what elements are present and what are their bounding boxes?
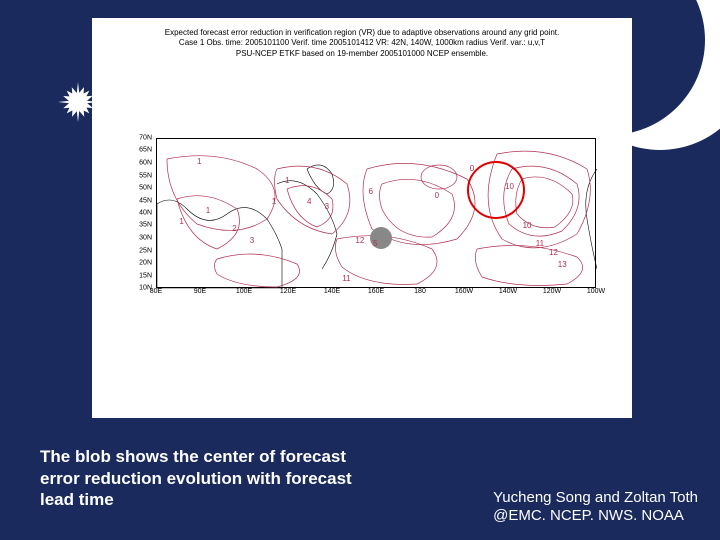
contour-value: 10 xyxy=(523,221,532,230)
x-tick: 100W xyxy=(587,288,605,320)
chart-title-line2: Case 1 Obs. time: 2005101100 Verif. time… xyxy=(92,38,632,48)
contour-value: 3 xyxy=(250,236,254,245)
chart-title-line3: PSU-NCEP ETKF based on 19-member 2005101… xyxy=(92,49,632,59)
chart-panel: Expected forecast error reduction in ver… xyxy=(92,18,632,418)
contour-value: 4 xyxy=(307,197,311,206)
contour-value: 0 xyxy=(470,164,474,173)
y-tick: 60N xyxy=(130,160,152,167)
contour-value: 1 xyxy=(272,197,276,206)
y-tick: 55N xyxy=(130,172,152,179)
x-tick: 120W xyxy=(543,288,561,320)
credits: Yucheng Song and Zoltan Toth @EMC. NCEP.… xyxy=(493,489,698,527)
contour-value: 1 xyxy=(179,217,183,226)
contour-value: 12 xyxy=(549,248,558,257)
plot-box: 111231143612511001010111213 xyxy=(156,138,596,288)
y-tick: 40N xyxy=(130,210,152,217)
contour-value: 13 xyxy=(558,260,567,269)
x-tick: 90E xyxy=(194,288,206,320)
x-tick: 100E xyxy=(236,288,252,320)
contour-value: 5 xyxy=(373,239,377,248)
credits-affiliation: @EMC. NCEP. NWS. NOAA xyxy=(493,507,698,526)
y-tick: 10N xyxy=(130,285,152,292)
x-tick: 120E xyxy=(280,288,296,320)
contour-value: 0 xyxy=(435,191,439,200)
x-tick: 180 xyxy=(414,288,426,320)
y-tick: 45N xyxy=(130,197,152,204)
x-tick: 140E xyxy=(324,288,340,320)
contour-value: 3 xyxy=(325,202,329,211)
chart-title-line1: Expected forecast error reduction in ver… xyxy=(92,28,632,38)
y-tick: 70N xyxy=(130,135,152,142)
contour-value: 1 xyxy=(197,157,201,166)
contour-labels-layer: 111231143612511001010111213 xyxy=(157,139,595,287)
x-tick: 80E xyxy=(150,288,162,320)
x-tick: 160E xyxy=(368,288,384,320)
contour-value: 10 xyxy=(505,182,514,191)
contour-value: 1 xyxy=(285,176,289,185)
caption-text: The blob shows the center of forecast er… xyxy=(40,446,390,510)
y-tick: 15N xyxy=(130,272,152,279)
contour-value: 11 xyxy=(536,239,544,248)
x-tick: 140W xyxy=(499,288,517,320)
y-tick: 35N xyxy=(130,222,152,229)
y-tick: 30N xyxy=(130,235,152,242)
contour-value: 12 xyxy=(355,236,364,245)
chart-title: Expected forecast error reduction in ver… xyxy=(92,18,632,59)
y-tick: 50N xyxy=(130,184,152,191)
contour-value: 1 xyxy=(206,206,210,215)
contour-value: 2 xyxy=(232,224,236,233)
y-tick: 65N xyxy=(130,147,152,154)
contour-value: 11 xyxy=(342,274,350,283)
contour-value: 6 xyxy=(369,187,373,196)
x-tick: 160W xyxy=(455,288,473,320)
y-tick: 25N xyxy=(130,247,152,254)
chart-area: 111231143612511001010111213 70N65N60N55N… xyxy=(132,138,612,308)
credits-authors: Yucheng Song and Zoltan Toth xyxy=(493,489,698,508)
y-tick: 20N xyxy=(130,259,152,266)
